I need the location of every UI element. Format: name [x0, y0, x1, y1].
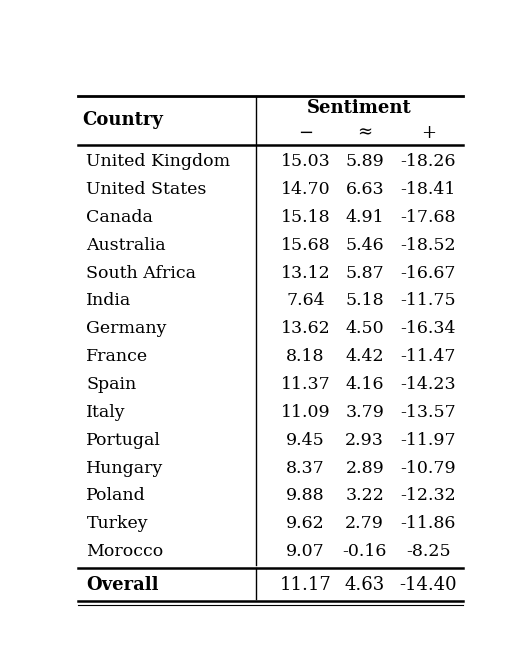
Text: 15.03: 15.03: [280, 153, 330, 170]
Text: Canada: Canada: [87, 209, 153, 226]
Text: 15.68: 15.68: [280, 237, 330, 254]
Text: -18.41: -18.41: [400, 181, 456, 198]
Text: ≈: ≈: [357, 124, 372, 141]
Text: −: −: [298, 124, 313, 141]
Text: Sentiment: Sentiment: [307, 98, 412, 117]
Text: -18.26: -18.26: [400, 153, 456, 170]
Text: 7.64: 7.64: [286, 292, 325, 310]
Text: -14.40: -14.40: [399, 576, 457, 594]
Text: 13.12: 13.12: [280, 265, 330, 281]
Text: 9.62: 9.62: [286, 515, 325, 532]
Text: 11.37: 11.37: [280, 376, 330, 393]
Text: 11.09: 11.09: [280, 404, 330, 421]
Text: Hungary: Hungary: [87, 460, 164, 476]
Text: Australia: Australia: [87, 237, 166, 254]
Text: -17.68: -17.68: [400, 209, 456, 226]
Text: Morocco: Morocco: [87, 543, 164, 560]
Text: 6.63: 6.63: [345, 181, 384, 198]
Text: 4.42: 4.42: [345, 348, 384, 365]
Text: Spain: Spain: [87, 376, 137, 393]
Text: 11.17: 11.17: [279, 576, 331, 594]
Text: Portugal: Portugal: [87, 431, 162, 449]
Text: -18.52: -18.52: [400, 237, 456, 254]
Text: 5.89: 5.89: [345, 153, 384, 170]
Text: 5.46: 5.46: [345, 237, 384, 254]
Text: 15.18: 15.18: [280, 209, 330, 226]
Text: +: +: [421, 124, 436, 141]
Text: Poland: Poland: [87, 488, 146, 505]
Text: -11.97: -11.97: [400, 431, 456, 449]
Text: France: France: [87, 348, 148, 365]
Text: United States: United States: [87, 181, 207, 198]
Text: South Africa: South Africa: [87, 265, 196, 281]
Text: Germany: Germany: [87, 320, 167, 337]
Text: 2.79: 2.79: [345, 515, 384, 532]
Text: Italy: Italy: [87, 404, 126, 421]
Text: -14.23: -14.23: [400, 376, 456, 393]
Text: -11.47: -11.47: [400, 348, 456, 365]
Text: -16.34: -16.34: [400, 320, 456, 337]
Text: 5.87: 5.87: [345, 265, 384, 281]
Text: -10.79: -10.79: [400, 460, 456, 476]
Text: 13.62: 13.62: [280, 320, 330, 337]
Text: 2.93: 2.93: [345, 431, 384, 449]
Text: 3.79: 3.79: [345, 404, 384, 421]
Text: -13.57: -13.57: [400, 404, 456, 421]
Text: United Kingdom: United Kingdom: [87, 153, 231, 170]
Text: India: India: [87, 292, 131, 310]
Text: -0.16: -0.16: [343, 543, 387, 560]
Text: -8.25: -8.25: [406, 543, 450, 560]
Text: Country: Country: [82, 111, 163, 129]
Text: 4.91: 4.91: [345, 209, 384, 226]
Text: 4.50: 4.50: [345, 320, 384, 337]
Text: 3.22: 3.22: [345, 488, 384, 505]
Text: 9.88: 9.88: [286, 488, 325, 505]
Text: 9.45: 9.45: [286, 431, 325, 449]
Text: -11.86: -11.86: [400, 515, 456, 532]
Text: 9.07: 9.07: [286, 543, 325, 560]
Text: Turkey: Turkey: [87, 515, 148, 532]
Text: 4.63: 4.63: [345, 576, 385, 594]
Text: 4.16: 4.16: [345, 376, 384, 393]
Text: -12.32: -12.32: [400, 488, 456, 505]
Text: Overall: Overall: [87, 576, 159, 594]
Text: -11.75: -11.75: [400, 292, 456, 310]
Text: -16.67: -16.67: [400, 265, 456, 281]
Text: 8.37: 8.37: [286, 460, 325, 476]
Text: 14.70: 14.70: [280, 181, 330, 198]
Text: 8.18: 8.18: [286, 348, 325, 365]
Text: 5.18: 5.18: [345, 292, 384, 310]
Text: 2.89: 2.89: [345, 460, 384, 476]
